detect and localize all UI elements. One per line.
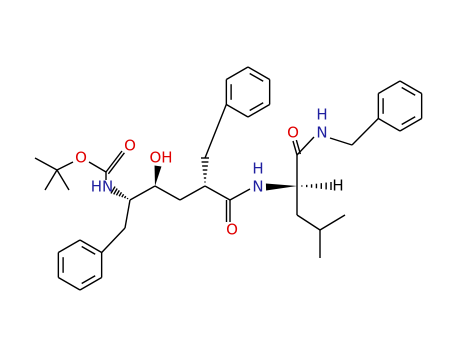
bond bbox=[329, 137, 353, 146]
hash-bond bbox=[123, 195, 127, 199]
wedge-bond bbox=[265, 183, 297, 191]
hash-bond bbox=[126, 197, 129, 200]
bond bbox=[292, 140, 298, 156]
bond bbox=[154, 185, 181, 201]
atom-label: O bbox=[226, 221, 238, 239]
wedge-bond bbox=[154, 165, 162, 186]
bond bbox=[105, 150, 123, 173]
atom-label: O bbox=[287, 124, 299, 142]
hash-bond bbox=[118, 191, 123, 197]
bond bbox=[249, 72, 264, 82]
atom-label: O bbox=[124, 137, 136, 155]
bond bbox=[225, 103, 249, 118]
atom-label: HN bbox=[91, 178, 114, 196]
bond bbox=[81, 275, 96, 285]
bond bbox=[88, 161, 107, 173]
bond bbox=[124, 199, 131, 229]
bond bbox=[57, 276, 81, 291]
bond bbox=[56, 161, 74, 171]
bond bbox=[204, 104, 227, 159]
bond bbox=[56, 169, 70, 191]
bond bbox=[377, 117, 401, 132]
bond bbox=[129, 185, 156, 201]
bond bbox=[296, 214, 321, 231]
bond bbox=[351, 118, 379, 146]
bond bbox=[101, 227, 126, 253]
bond bbox=[247, 66, 271, 81]
bond bbox=[81, 245, 96, 255]
bond bbox=[179, 185, 206, 201]
bond bbox=[319, 214, 346, 231]
atom-label: H bbox=[332, 177, 343, 195]
bond bbox=[377, 80, 401, 95]
bond bbox=[34, 157, 58, 171]
bond bbox=[44, 169, 58, 191]
bond bbox=[107, 152, 125, 175]
bond bbox=[249, 102, 264, 112]
bond bbox=[229, 188, 251, 201]
atom-label: N bbox=[252, 178, 263, 196]
atom-label: OH bbox=[149, 149, 172, 167]
atom-label: O bbox=[75, 149, 87, 167]
hash-bond bbox=[121, 193, 125, 198]
bond bbox=[247, 103, 271, 118]
bond bbox=[399, 80, 423, 95]
bond bbox=[204, 185, 231, 201]
atom-label: N bbox=[316, 124, 327, 142]
bond bbox=[57, 239, 81, 254]
bond bbox=[401, 116, 416, 126]
hash-bond bbox=[113, 188, 118, 195]
bond bbox=[401, 86, 416, 96]
atom-label: H bbox=[316, 106, 327, 124]
bond bbox=[79, 239, 103, 254]
bond bbox=[399, 117, 423, 132]
hash-bond bbox=[115, 190, 120, 196]
hash-bond bbox=[110, 186, 116, 194]
bond bbox=[225, 66, 249, 81]
atom-label: H bbox=[252, 160, 263, 178]
bond bbox=[295, 139, 302, 155]
bond bbox=[79, 276, 103, 291]
